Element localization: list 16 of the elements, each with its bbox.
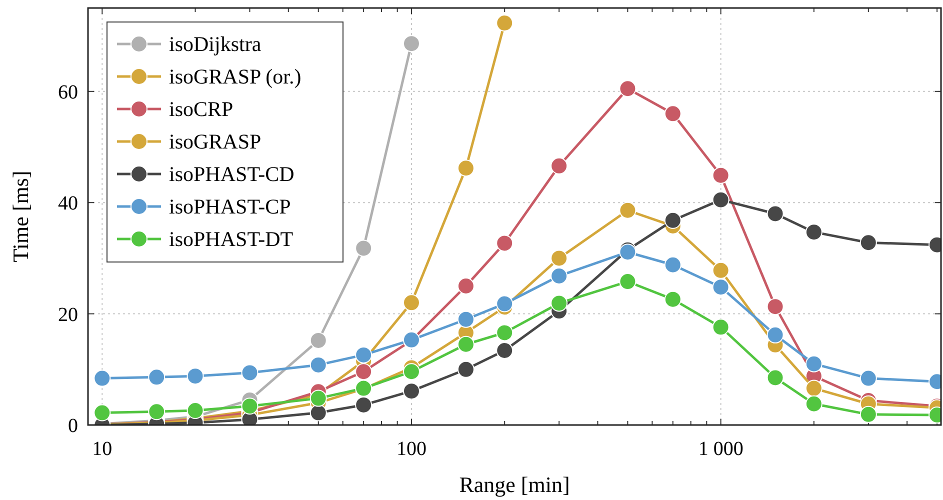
legend-label: isoPHAST-CP [169, 194, 291, 218]
y-tick-label: 20 [58, 304, 78, 326]
y-tick-label: 40 [58, 192, 78, 215]
legend-label: isoCRP [169, 97, 234, 121]
legend-label: isoGRASP (or.) [169, 64, 302, 88]
legend-label: isoPHAST-DT [169, 227, 294, 251]
legend-label: isoGRASP [169, 130, 262, 154]
x-tick-label: 1 000 [698, 438, 744, 460]
x-axis-title: Range [min] [459, 472, 570, 497]
y-tick-label: 0 [68, 415, 78, 437]
legend-label: isoPHAST-CD [169, 162, 294, 186]
y-axis-title: Time [ms] [8, 170, 33, 262]
legend-label: isoDijkstra [169, 32, 262, 56]
y-tick-label: 60 [58, 81, 78, 104]
x-tick-label: 100 [396, 438, 426, 460]
x-tick-label: 10 [92, 438, 112, 460]
